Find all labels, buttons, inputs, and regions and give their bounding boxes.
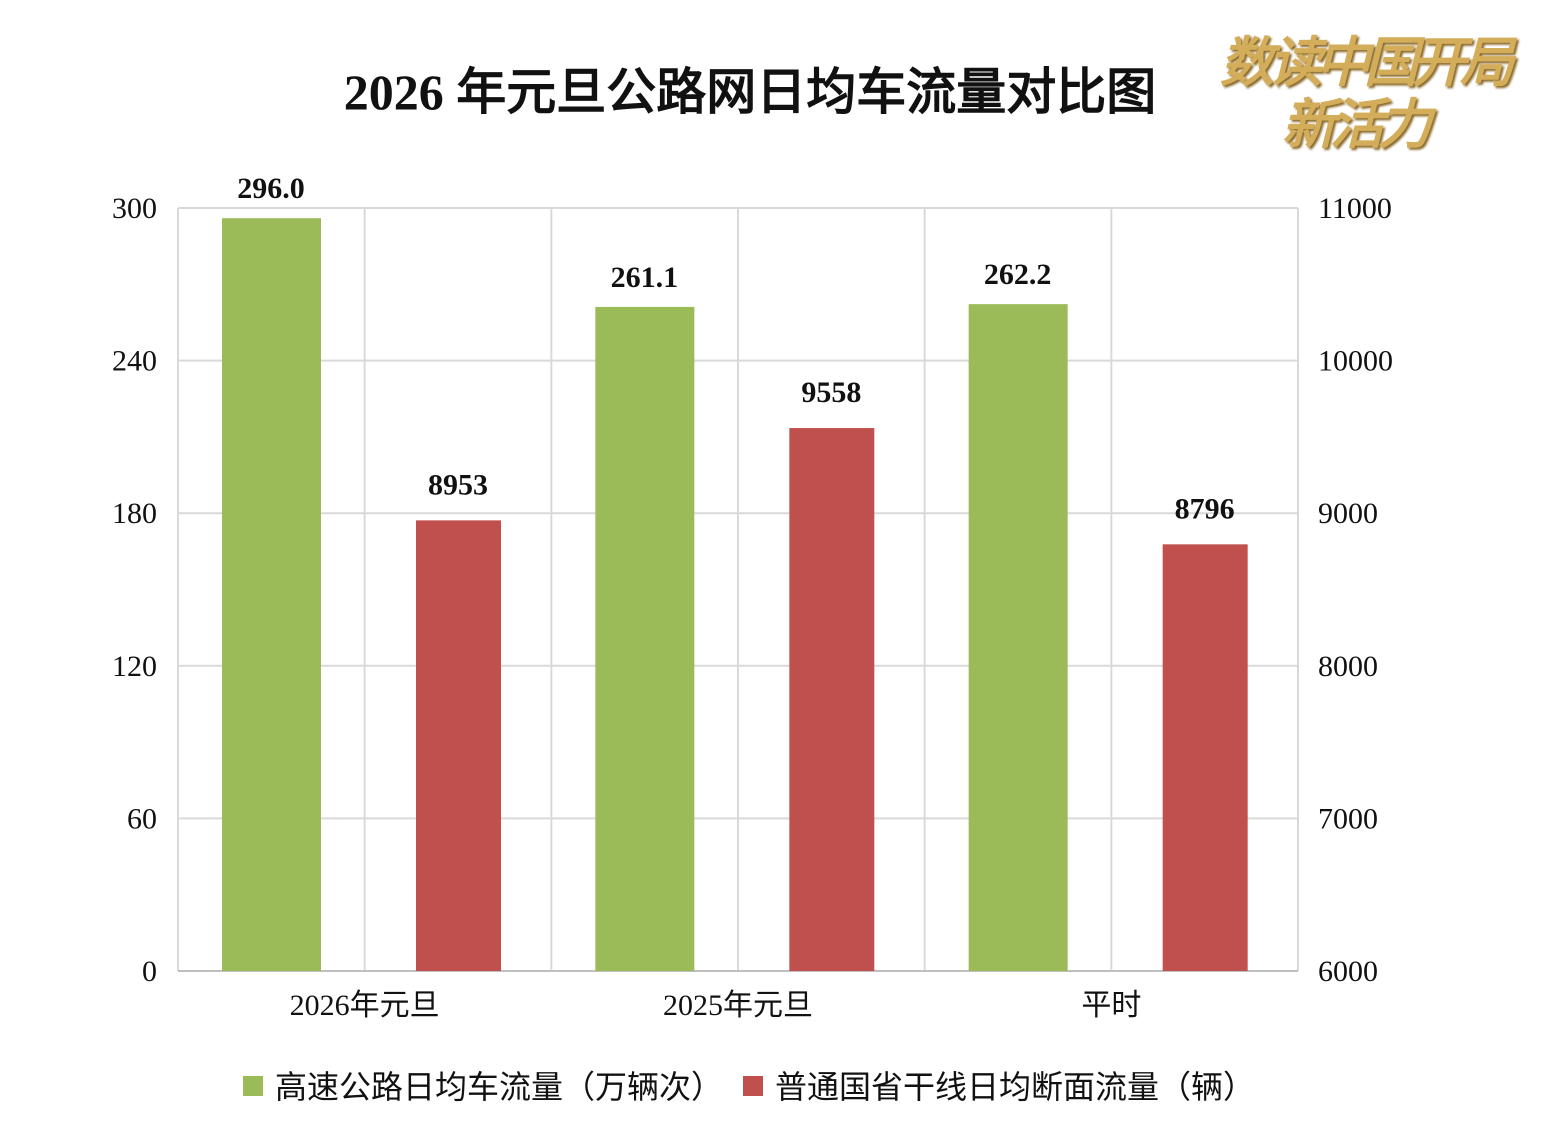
data-label-expressway: 262.2 [984, 258, 1052, 291]
data-label-expressway: 296.0 [237, 172, 305, 205]
bar-expressway [222, 218, 321, 971]
y-right-tick: 8000 [1318, 650, 1378, 683]
bar-trunk-road [1162, 544, 1248, 971]
bar-trunk-road [416, 520, 501, 971]
data-label-trunk-road: 8953 [428, 468, 488, 501]
data-label-trunk-road: 8796 [1175, 492, 1235, 525]
y-right-tick: 11000 [1318, 192, 1392, 225]
y-left-tick: 300 [112, 192, 157, 225]
bar-trunk-road [789, 428, 875, 971]
y-right-tick: 10000 [1318, 345, 1393, 378]
y-right-tick: 9000 [1318, 497, 1378, 530]
y-right-tick: 7000 [1318, 802, 1378, 835]
y-left-tick: 240 [112, 345, 157, 378]
x-tick-label: 2025年元旦 [663, 989, 813, 1022]
legend-label-trunk-road: 普通国省干线日均断面流量（辆） [775, 1069, 1255, 1105]
y-left-tick: 0 [142, 955, 157, 988]
bar-expressway [968, 304, 1068, 971]
bar-expressway [595, 306, 695, 971]
data-label-expressway: 261.1 [611, 261, 679, 294]
chart-title: 2026 年元旦公路网日均车流量对比图 [343, 64, 1157, 120]
legend-swatch-expressway [243, 1076, 263, 1096]
y-right-tick: 6000 [1318, 955, 1378, 988]
x-tick-label: 平时 [1081, 989, 1141, 1022]
legend-label-expressway: 高速公路日均车流量（万辆次） [275, 1069, 723, 1105]
legend-swatch-trunk-road [743, 1076, 763, 1096]
logo: 数读中国开局 新活力 [1212, 10, 1514, 155]
y-left-tick: 180 [112, 497, 157, 530]
logo-line-2: 新活力 [1282, 95, 1432, 155]
x-tick-label: 2026年元旦 [290, 989, 440, 1022]
logo-line-1: 数读中国开局 [1220, 33, 1514, 93]
y-left-tick: 120 [112, 650, 157, 683]
data-label-trunk-road: 9558 [801, 376, 861, 409]
y-left-tick: 60 [127, 802, 157, 835]
